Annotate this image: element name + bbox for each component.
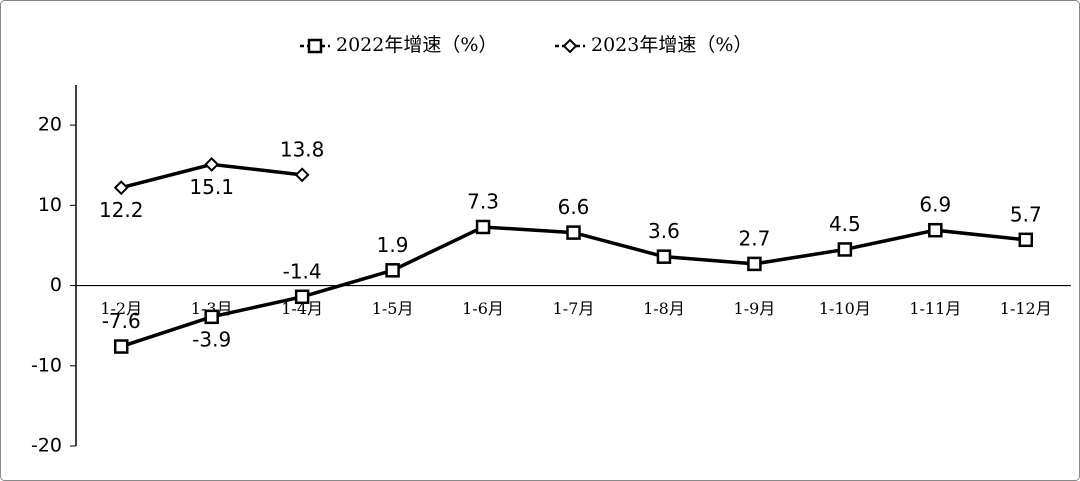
data-label: 12.2 (99, 198, 144, 222)
x-tick-label: 1-10月 (819, 299, 871, 318)
marker (294, 289, 310, 305)
data-label: 4.5 (829, 212, 861, 236)
data-label: 5.7 (1010, 202, 1042, 226)
y-tick-label: 20 (38, 114, 62, 136)
marker (307, 38, 323, 54)
x-tick-label: 1-11月 (909, 299, 961, 318)
marker (562, 38, 578, 54)
y-tick-label: -10 (31, 354, 62, 376)
marker (204, 157, 220, 172)
data-label: 7.3 (467, 189, 499, 213)
x-tick-label: 1-2月 (100, 299, 142, 318)
x-tick-label: 1-9月 (734, 299, 776, 318)
legend-label: 2023年增速（%） (591, 34, 752, 56)
marker (747, 256, 762, 272)
marker (656, 249, 672, 264)
marker (113, 180, 129, 196)
data-label: 13.8 (280, 137, 325, 161)
marker (1018, 232, 1034, 248)
marker (928, 222, 943, 238)
legend-label: 2022年增速（%） (336, 34, 497, 56)
data-label: 2.7 (739, 226, 771, 250)
marker (294, 167, 310, 183)
marker (475, 219, 491, 235)
x-tick-label: 1-6月 (462, 299, 504, 318)
x-tick-label: 1-4月 (281, 299, 323, 318)
x-tick-label: 1-8月 (643, 299, 685, 318)
data-label: -3.9 (192, 327, 231, 351)
data-label: -7.6 (102, 309, 141, 333)
y-tick-label: -20 (31, 435, 62, 457)
y-tick-label: 10 (38, 194, 62, 216)
data-label: -1.4 (283, 259, 322, 283)
data-label: 15.1 (189, 175, 234, 199)
data-label: 6.9 (919, 193, 951, 217)
marker (566, 225, 581, 240)
marker (385, 263, 400, 278)
marker (837, 242, 853, 257)
data-label: 3.6 (648, 219, 680, 243)
x-tick-label: 1-5月 (372, 299, 414, 318)
x-tick-label: 1-7月 (553, 299, 595, 318)
y-tick-label: 0 (50, 274, 62, 296)
marker (204, 309, 219, 325)
data-label: 1.9 (377, 233, 409, 257)
data-label: 6.6 (558, 195, 590, 219)
x-tick-label: 1-12月 (1000, 299, 1052, 318)
marker (113, 339, 129, 354)
